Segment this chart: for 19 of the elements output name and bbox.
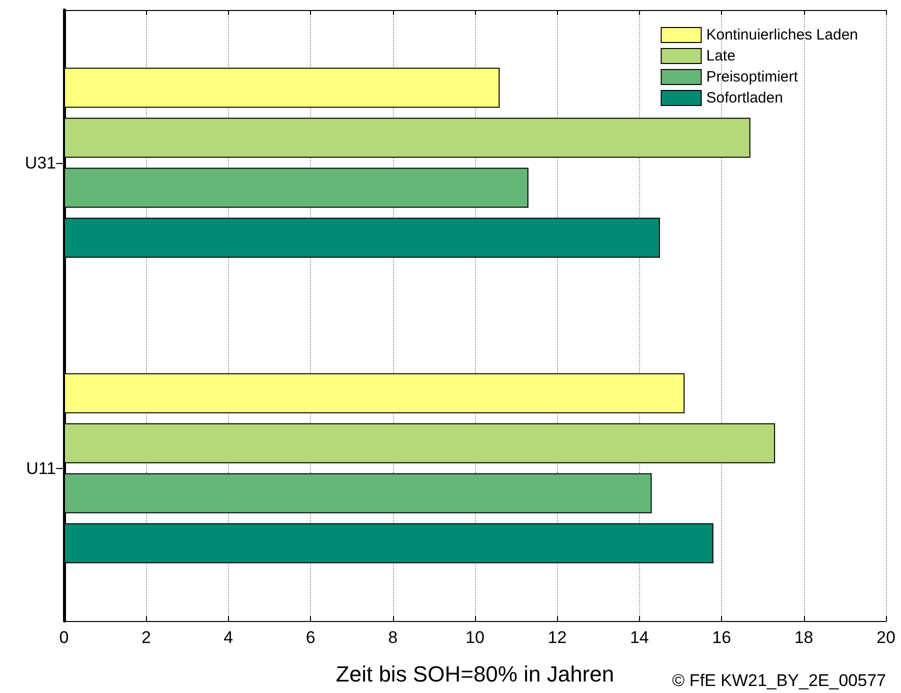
x-tick-label: 16 xyxy=(712,628,732,647)
x-tick-label: 6 xyxy=(306,628,316,647)
text: © FfE KW21_BY_2E_00577 xyxy=(672,671,886,690)
legend-label: Late xyxy=(706,48,736,64)
y-tick-label: U31 xyxy=(24,153,56,172)
legend-label: Kontinuierliches Laden xyxy=(706,26,858,44)
legend-label: Sofortladen xyxy=(706,90,783,106)
x-tick-label: 8 xyxy=(388,628,398,647)
x-tick-label: 14 xyxy=(630,628,649,647)
x-tick-label: 0 xyxy=(59,628,69,647)
x-tick-label: 10 xyxy=(466,628,484,647)
y-tick-label: U11 xyxy=(26,458,56,478)
x-tick-label: 12 xyxy=(548,628,567,647)
x-tick-label: 20 xyxy=(876,628,896,647)
x-tick-label: 18 xyxy=(794,628,814,647)
x-axis-title: Zeit bis SOH=80% in Jahren xyxy=(336,662,614,686)
legend-label: Preisoptimiert xyxy=(706,68,799,86)
x-tick-label: 2 xyxy=(141,628,151,647)
x-tick-label: 4 xyxy=(224,628,234,647)
